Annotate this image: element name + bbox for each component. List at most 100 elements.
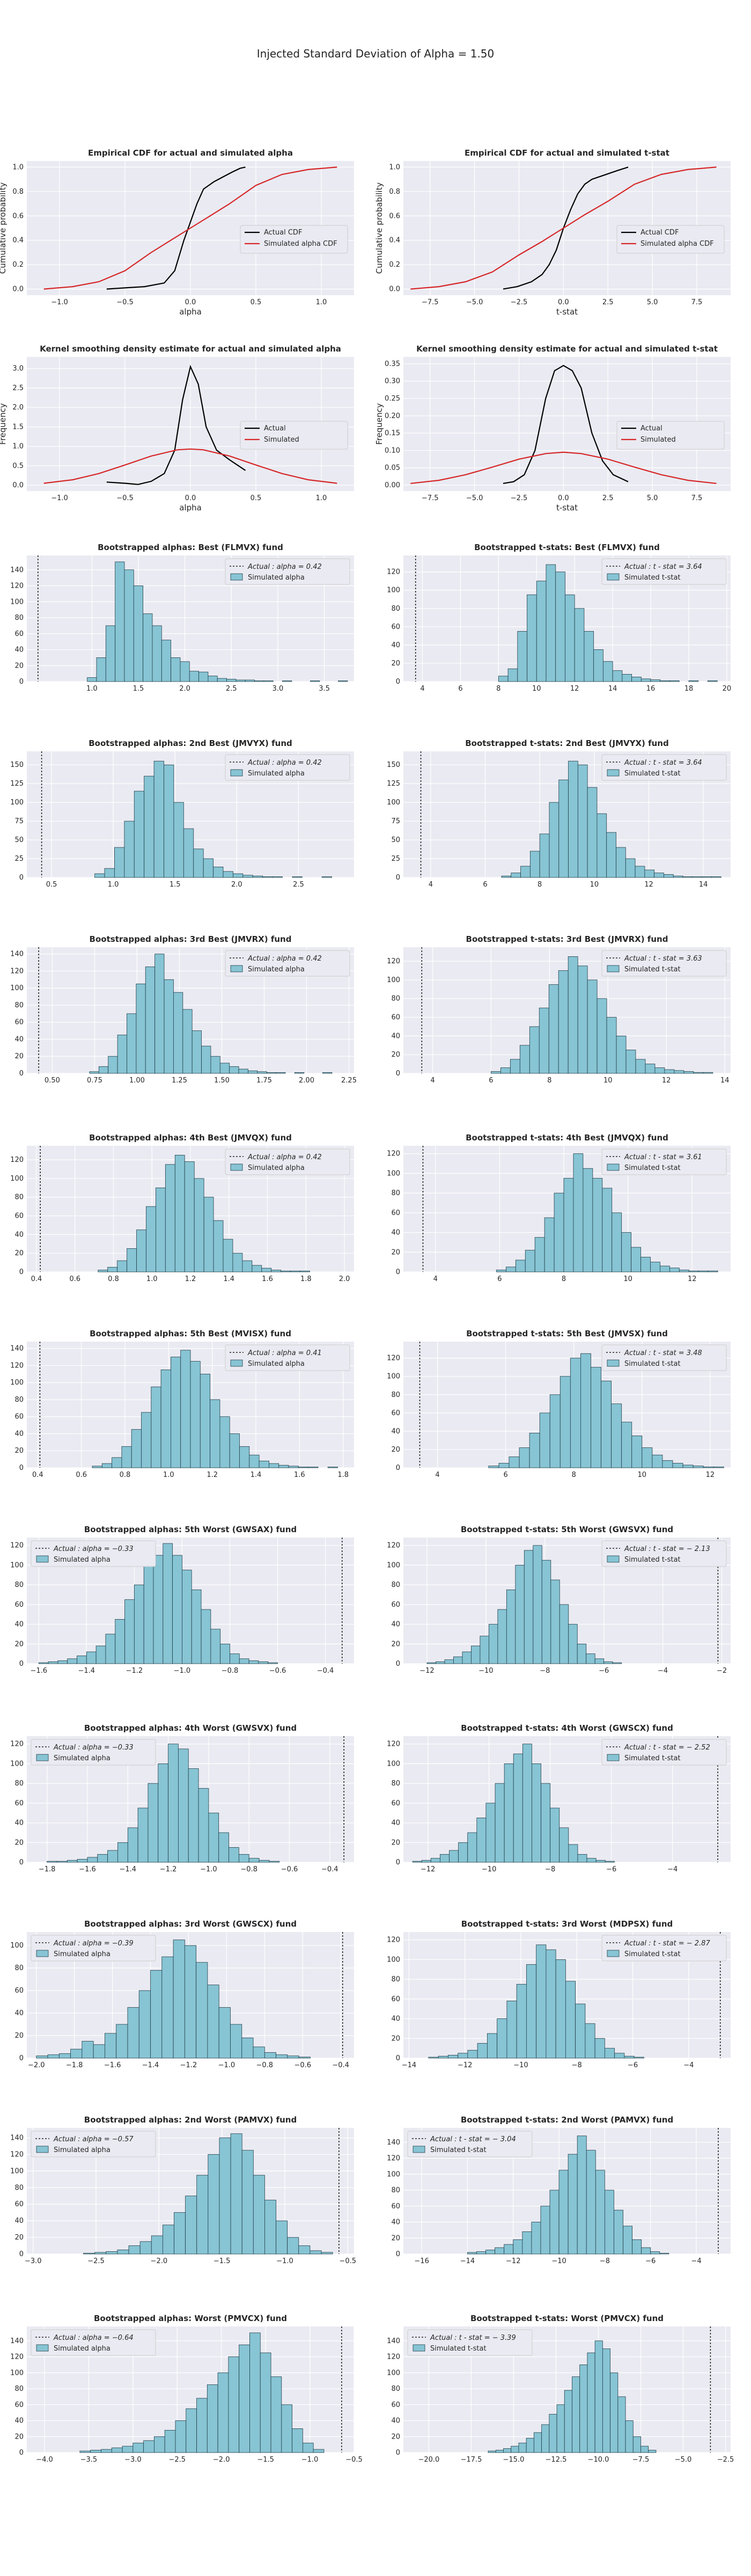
histogram-bar xyxy=(506,2001,517,2059)
x-tick-label: −10 xyxy=(551,2257,566,2265)
y-tick-label: 40 xyxy=(14,1621,24,1629)
y-tick-label: 0.2 xyxy=(12,261,24,269)
histogram-bar xyxy=(679,1269,689,1272)
histogram-bar xyxy=(688,680,699,682)
histogram-bar xyxy=(611,1403,622,1468)
histogram-bar xyxy=(624,2055,635,2059)
histogram-bar xyxy=(173,802,184,878)
histogram-bar xyxy=(144,775,154,878)
legend-swatch-simulated xyxy=(607,769,620,777)
histogram-bar xyxy=(259,1860,270,1863)
chart-panel: Bootstrapped t-stats: 2nd Worst (PAMVX) … xyxy=(387,2115,731,2265)
histogram-bar xyxy=(526,2438,534,2453)
histogram-bar xyxy=(513,2239,523,2255)
histogram-bar xyxy=(610,2372,619,2453)
x-tick-label: −0.6 xyxy=(294,2061,311,2069)
histogram-bar xyxy=(253,2175,265,2255)
legend-swatch-simulated xyxy=(607,1754,620,1761)
legend-swatch-simulated xyxy=(230,1359,243,1367)
histogram-bar xyxy=(511,2446,519,2453)
legend: Actual : alpha = −0.33 Simulated alpha xyxy=(31,1540,156,1567)
histogram-bar xyxy=(148,1783,159,1863)
histogram-bar xyxy=(242,1260,253,1272)
panel-title: Bootstrapped t-stats: 5th Worst (GWSVX) … xyxy=(461,1525,673,1534)
chart-panel: Bootstrapped t-stats: 2nd Best (JMVYX) f… xyxy=(387,738,731,889)
y-tick-label: 100 xyxy=(10,598,24,606)
histogram-bar xyxy=(476,1817,487,1863)
x-tick-label: 4 xyxy=(435,1471,439,1479)
legend-entry-actual: Actual : t - stat = − 2.13 xyxy=(624,1545,710,1553)
y-tick-label: 80 xyxy=(391,1780,400,1788)
legend-entry-actual: Actual : alpha = 0.42 xyxy=(247,563,322,571)
histogram-bar xyxy=(532,1763,541,1863)
histogram-bar xyxy=(467,2050,478,2059)
x-tick-label: 1.50 xyxy=(214,1077,230,1085)
histogram-bar xyxy=(515,1260,526,1272)
histogram-bar xyxy=(276,1072,286,1074)
legend-box xyxy=(601,754,727,781)
histogram-bar xyxy=(105,1634,116,1664)
histogram-bar xyxy=(134,791,145,878)
legend-swatch-simulated xyxy=(413,2344,425,2352)
x-tick-label: −2.0 xyxy=(151,2257,168,2265)
x-tick-label: −1.0 xyxy=(51,298,68,306)
y-tick-label: 80 xyxy=(14,614,24,622)
histogram-bar xyxy=(185,2196,197,2255)
x-tick-label: 0.0 xyxy=(558,298,569,306)
x-tick-label: 1.2 xyxy=(207,1471,218,1479)
x-tick-label: 0.6 xyxy=(69,1275,80,1283)
x-tick-label: 1.8 xyxy=(300,1275,312,1283)
x-tick-label: −6 xyxy=(606,1865,616,1874)
y-tick-label: 140 xyxy=(10,950,24,958)
x-tick-label: 3.5 xyxy=(319,685,330,693)
legend-entry: Actual xyxy=(640,425,662,433)
histogram-bar xyxy=(308,1467,319,1468)
y-tick-label: 60 xyxy=(14,1799,24,1807)
histogram-bar xyxy=(207,1985,219,2059)
histogram-bar xyxy=(208,1812,219,1863)
histogram-bar xyxy=(115,1619,125,1664)
histogram-bar xyxy=(310,2250,322,2255)
histogram-bar xyxy=(178,1748,189,1863)
x-tick-label: 6 xyxy=(458,685,462,693)
histogram-bar xyxy=(124,1599,135,1664)
panel-title: Bootstrapped alphas: 3rd Worst (GWSCX) f… xyxy=(84,1919,297,1929)
x-tick-label: 6 xyxy=(483,881,487,889)
legend: Actual : t - stat = 3.61 Simulated t-stat xyxy=(601,1148,727,1175)
histogram-bar xyxy=(253,2046,265,2059)
x-tick-label: −1.0 xyxy=(51,494,68,502)
histogram-bar xyxy=(83,2253,95,2255)
legend-entry: Actual CDF xyxy=(264,229,302,237)
legend-entry-actual: Actual : t - stat = − 2.52 xyxy=(624,1744,710,1752)
histogram-bar xyxy=(105,2033,117,2059)
y-tick-label: 100 xyxy=(387,976,400,984)
panel-title: Bootstrapped alphas: 5th Worst (GWSAX) f… xyxy=(84,1525,297,1534)
histogram-bar xyxy=(527,594,537,682)
x-tick-label: 0.4 xyxy=(32,1471,43,1479)
legend-entry-simulated: Simulated alpha xyxy=(248,1164,305,1172)
legend-entry: Simulated alpha CDF xyxy=(640,240,714,248)
y-tick-label: 60 xyxy=(14,1413,24,1421)
histogram-bar xyxy=(488,1624,498,1664)
y-tick-label: 0.6 xyxy=(389,212,400,220)
histogram-bar xyxy=(693,1072,704,1074)
histogram-bar xyxy=(540,2206,550,2255)
histogram-bar xyxy=(510,1059,520,1074)
x-tick-label: 12 xyxy=(688,1275,697,1283)
histogram-bar xyxy=(86,1651,97,1664)
histogram-bar xyxy=(605,1861,615,1863)
histogram-bar xyxy=(249,2332,261,2453)
y-tick-label: 60 xyxy=(391,1799,400,1807)
y-tick-label: 60 xyxy=(391,1601,400,1609)
histogram-bar xyxy=(156,1187,166,1272)
y-tick-label: 80 xyxy=(391,1391,400,1399)
x-tick-label: 1.4 xyxy=(251,1471,262,1479)
legend-entry-simulated: Simulated alpha xyxy=(54,1556,111,1564)
histogram-bar xyxy=(520,866,531,878)
x-tick-label: −8 xyxy=(572,2061,582,2069)
simulated-series-line xyxy=(43,166,337,290)
y-tick-label: 80 xyxy=(14,1194,24,1202)
legend-swatch-simulated xyxy=(607,1163,620,1171)
histogram-bar xyxy=(270,2376,282,2453)
